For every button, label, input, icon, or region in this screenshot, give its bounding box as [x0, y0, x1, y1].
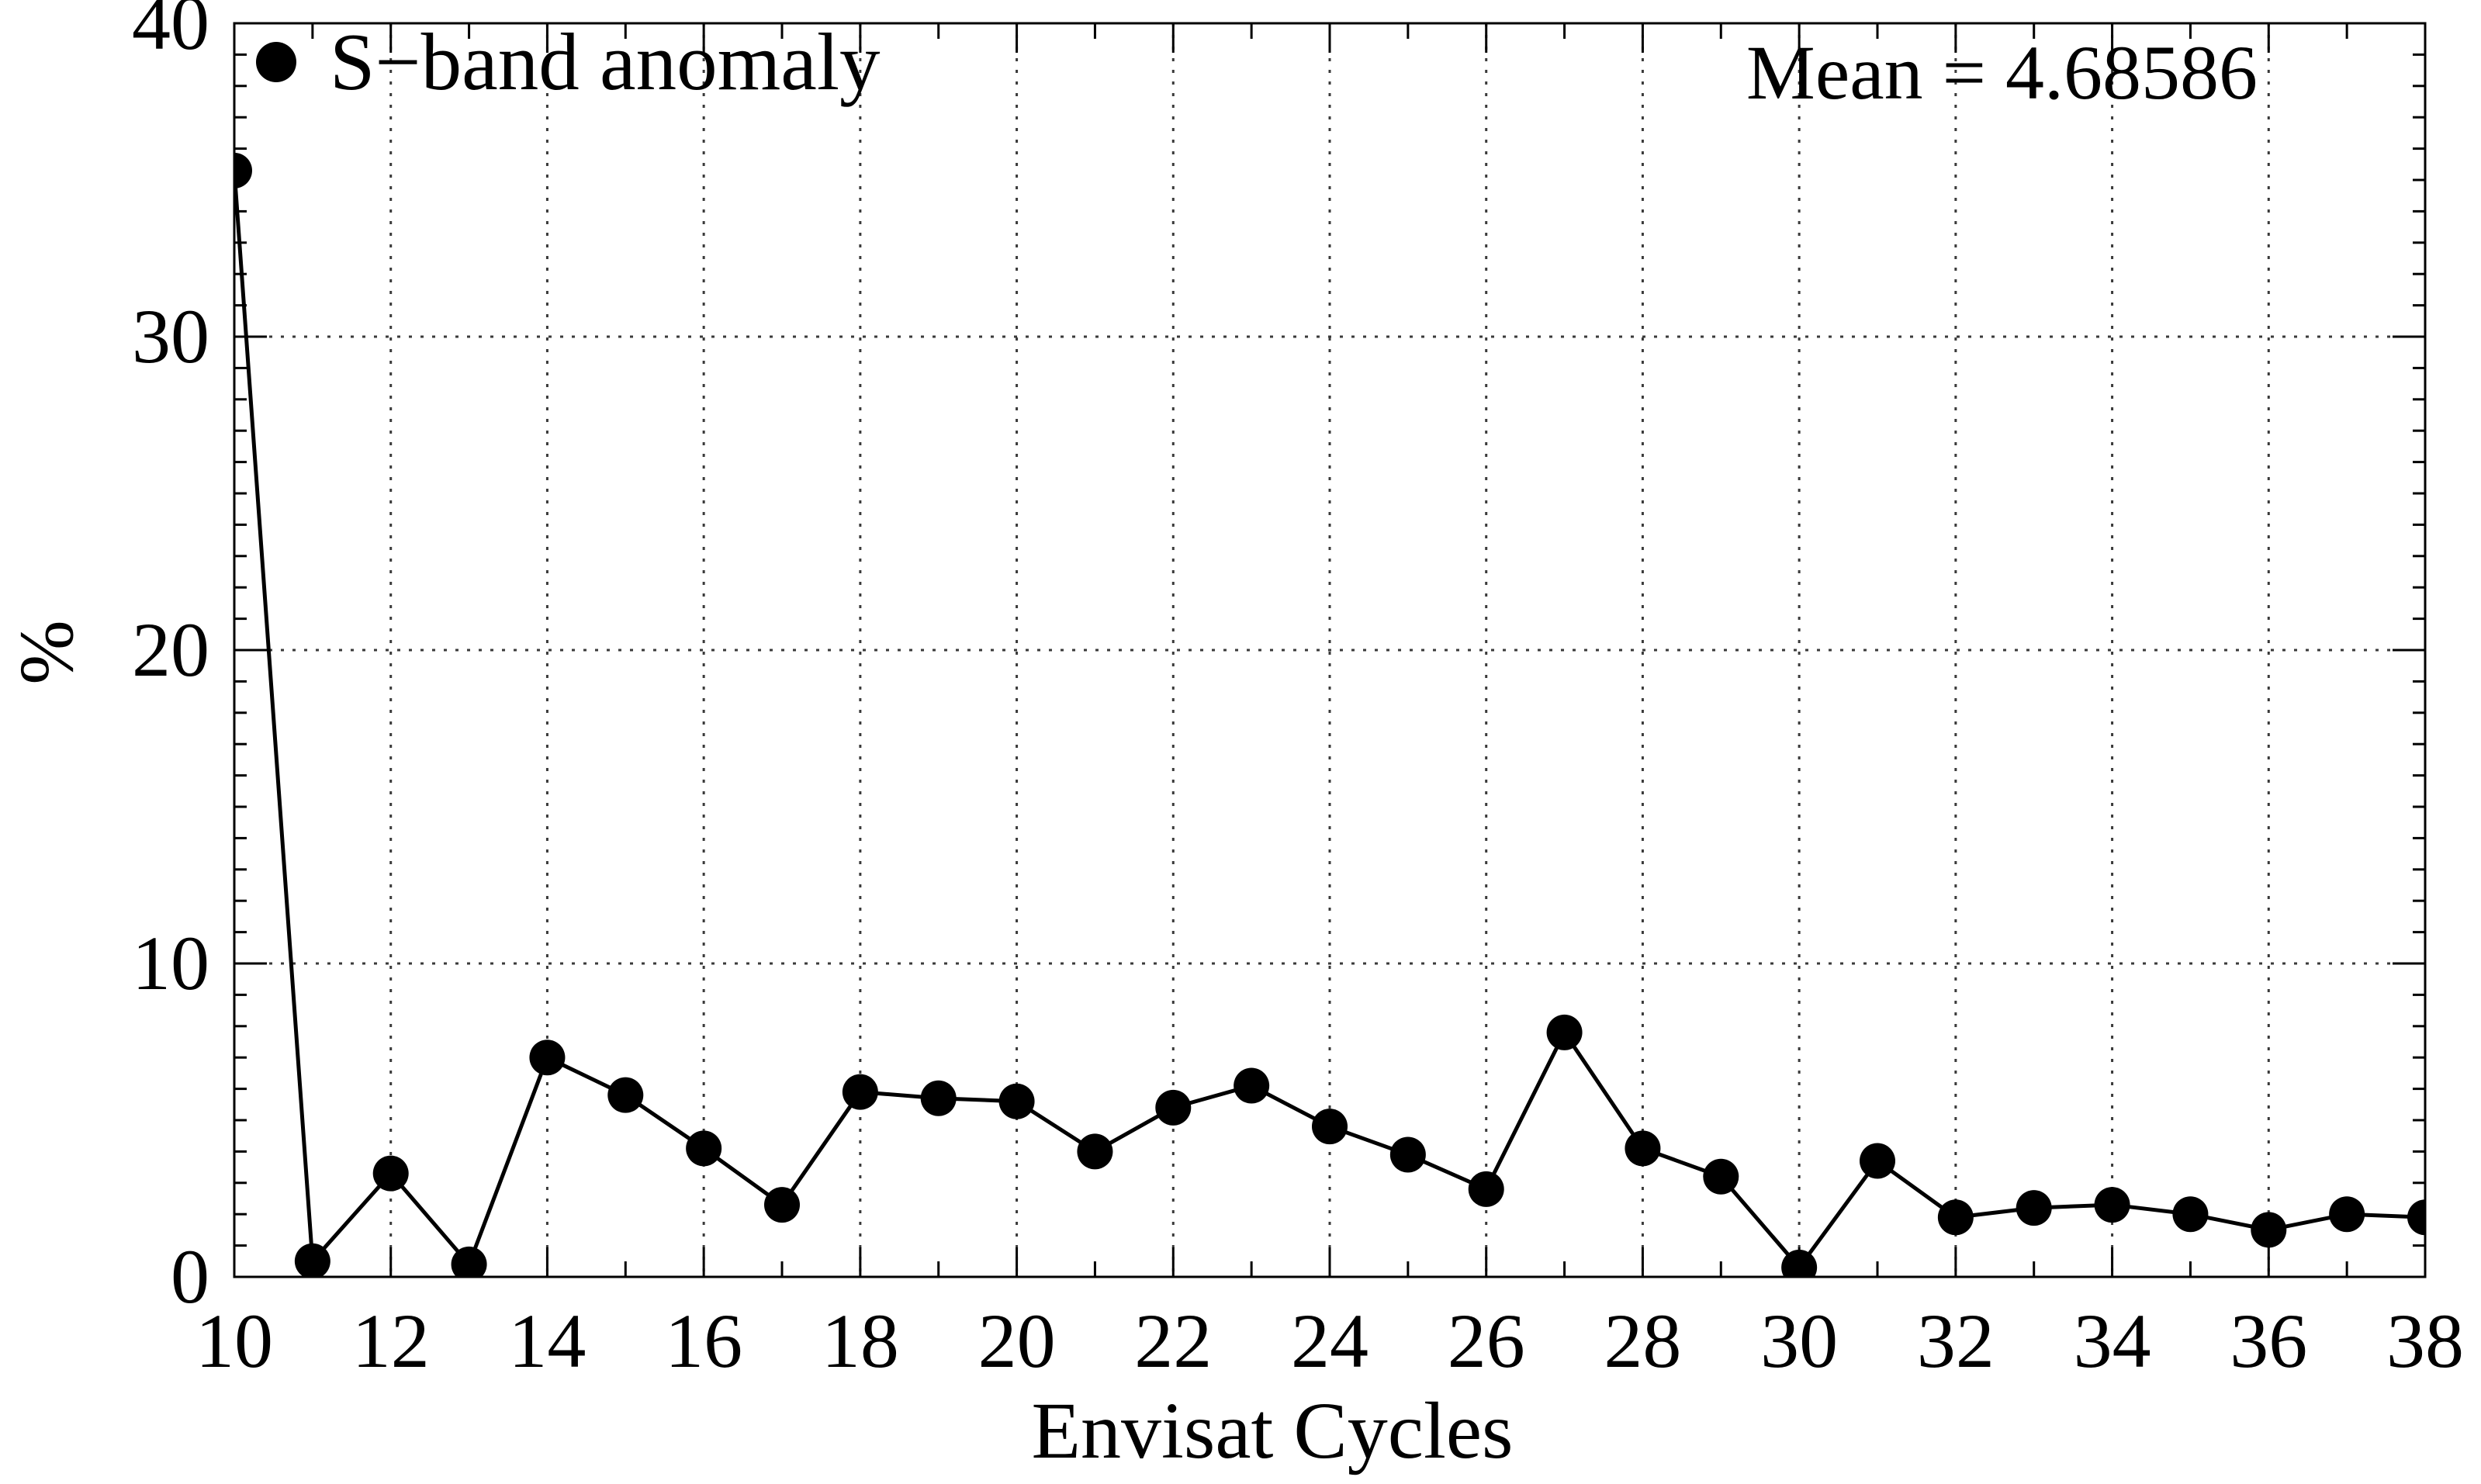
x-tick-label: 22 — [1134, 1298, 1213, 1384]
data-point — [920, 1080, 957, 1116]
x-axis-title: Envisat Cycles — [1031, 1386, 1514, 1475]
data-point — [2329, 1196, 2365, 1233]
x-tick-label: 20 — [978, 1298, 1056, 1384]
data-point — [1860, 1143, 1895, 1179]
x-tick-label: 32 — [1916, 1298, 1995, 1384]
x-tick-label: 14 — [508, 1298, 587, 1384]
data-point — [2407, 1199, 2425, 1236]
x-tick-label: 16 — [665, 1298, 743, 1384]
data-point — [686, 1130, 722, 1167]
x-tick-label: 28 — [1604, 1298, 1682, 1384]
data-point — [998, 1083, 1035, 1119]
data-point — [1937, 1199, 1974, 1236]
x-tick-label: 26 — [1447, 1298, 1525, 1384]
data-point — [607, 1077, 644, 1113]
data-point — [2016, 1190, 2052, 1226]
data-point — [1312, 1109, 1348, 1145]
data-point — [451, 1246, 487, 1277]
x-tick-label: 24 — [1291, 1298, 1369, 1384]
data-point — [764, 1187, 800, 1223]
x-tick-label: 30 — [1760, 1298, 1839, 1384]
data-point — [1703, 1158, 1739, 1195]
data-line — [234, 170, 2425, 1271]
data-point — [529, 1039, 566, 1076]
y-tick-label: 10 — [132, 920, 209, 1006]
data-point — [842, 1074, 878, 1110]
data-point — [1234, 1067, 1270, 1104]
y-tick-label: 40 — [132, 0, 209, 66]
y-axis-title: % — [3, 620, 89, 685]
x-tick-label: 18 — [821, 1298, 899, 1384]
x-tick-label: 12 — [351, 1298, 430, 1384]
data-point — [1625, 1130, 1661, 1167]
data-point — [1781, 1249, 1818, 1277]
data-point — [294, 1243, 330, 1277]
y-tick-label: 20 — [132, 607, 209, 693]
x-tick-label: 36 — [2230, 1298, 2308, 1384]
x-tick-label: 34 — [2073, 1298, 2151, 1384]
data-point — [372, 1155, 409, 1192]
filled-circle-icon — [256, 42, 296, 82]
data-point — [1155, 1089, 1192, 1126]
data-series-group — [234, 152, 2425, 1277]
legend-series-label: S−band anomaly — [330, 16, 881, 107]
mean-annotation: Mean = 4.68586 — [1746, 29, 2258, 116]
x-tick-label: 10 — [196, 1298, 273, 1384]
data-point — [234, 152, 252, 189]
x-tick-label: 38 — [2386, 1298, 2464, 1384]
data-point — [2094, 1187, 2130, 1223]
data-point — [1077, 1133, 1113, 1170]
data-point — [2251, 1212, 2287, 1248]
data-point — [1468, 1171, 1504, 1207]
data-point — [1389, 1136, 1426, 1173]
data-point — [2172, 1196, 2209, 1233]
y-tick-label: 0 — [171, 1233, 209, 1320]
data-point — [1546, 1014, 1583, 1050]
y-tick-label: 30 — [132, 293, 209, 379]
